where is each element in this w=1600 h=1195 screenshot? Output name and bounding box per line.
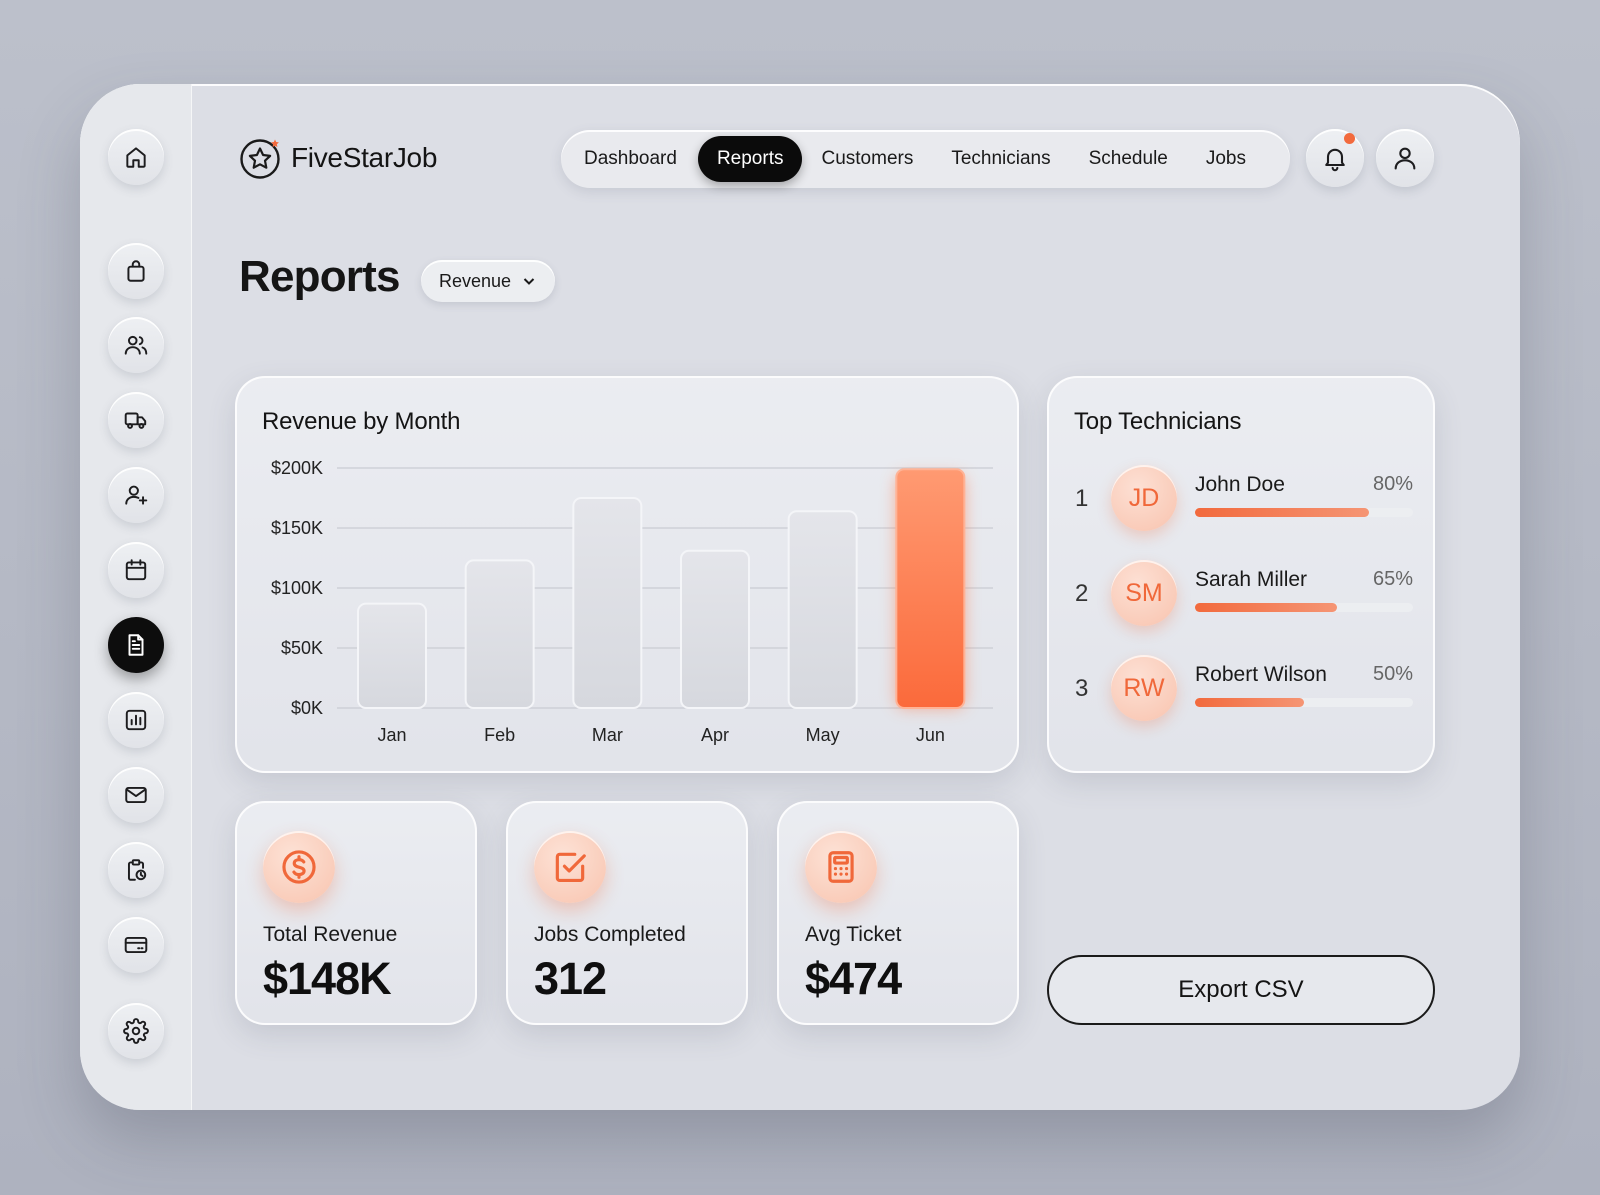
brand-name: FiveStarJob — [291, 142, 438, 173]
technician-percent: 50% — [1372, 663, 1413, 685]
stat-card-avg-ticket: Avg Ticket $474 — [777, 801, 1019, 1025]
x-tick-label: Mar — [592, 725, 623, 745]
revenue-bar-chart: $0K $50K $100K $150K $200K Jan Feb Mar Apr May Ju… — [271, 458, 993, 745]
dropdown-value: Revenue — [439, 270, 512, 291]
bar-apr[interactable] — [680, 549, 750, 709]
progress-track — [1195, 698, 1413, 707]
technicians-title: Top Technicians — [1074, 408, 1242, 435]
home-icon[interactable] — [108, 129, 164, 185]
technician-percent: 65% — [1372, 568, 1413, 590]
stat-label: Total Revenue — [263, 923, 398, 946]
avatar: RW — [1111, 655, 1177, 721]
chart-title: Revenue by Month — [262, 408, 461, 435]
export-csv-button[interactable]: Export CSV — [1047, 955, 1435, 1025]
technician-rank: 2 — [1075, 580, 1089, 607]
report-type-dropdown[interactable]: Revenue — [421, 260, 556, 302]
user-icon — [1394, 147, 1416, 170]
progress-track — [1195, 508, 1413, 517]
clipboard-clock-icon[interactable] — [108, 842, 164, 898]
stat-value: $474 — [805, 953, 902, 1004]
y-tick-label: $50K — [281, 638, 323, 658]
credit-card-icon[interactable] — [108, 917, 164, 973]
avatar: SM — [1111, 560, 1177, 626]
progress-track — [1195, 603, 1413, 612]
technician-row[interactable]: 1 JD John Doe 80% — [1073, 465, 1413, 535]
bell-icon — [1325, 148, 1345, 172]
technician-rank: 1 — [1075, 485, 1089, 512]
bar-mar[interactable] — [572, 497, 643, 709]
stat-card-total-revenue: Total Revenue $148K — [235, 801, 477, 1025]
technician-row[interactable]: 3 RW Robert Wilson 50% — [1073, 655, 1413, 725]
user-plus-icon[interactable] — [108, 467, 164, 523]
technician-rank: 3 — [1075, 675, 1089, 702]
page-title: Reports — [239, 252, 400, 301]
app-window: FiveStarJob Dashboard Reports Customers … — [80, 84, 1520, 1110]
bar-feb[interactable] — [464, 559, 535, 709]
x-tick-label: Jan — [377, 725, 406, 745]
y-tick-label: $100K — [271, 578, 323, 598]
document-icon[interactable] — [108, 617, 164, 673]
mail-icon[interactable] — [108, 767, 164, 823]
notifications-button[interactable] — [1306, 129, 1364, 187]
bar-jan[interactable] — [357, 602, 427, 710]
technician-row[interactable]: 2 SM Sarah Miller 65% — [1073, 560, 1413, 630]
progress-fill — [1195, 508, 1370, 517]
chevron-down-icon — [523, 278, 535, 285]
technician-name: Sarah Miller — [1195, 568, 1308, 591]
x-tick-label: Feb — [484, 725, 515, 745]
nav-customers[interactable]: Customers — [821, 148, 914, 169]
stat-label: Avg Ticket — [805, 923, 902, 946]
top-technicians-card: Top Technicians 1 JD John Doe 80% 2 SM S… — [1047, 376, 1435, 773]
y-tick-label: $0K — [291, 698, 323, 718]
y-tick-label: $200K — [271, 458, 323, 478]
technician-percent: 80% — [1372, 473, 1413, 495]
sidebar — [80, 84, 192, 1110]
technician-name: Robert Wilson — [1195, 663, 1327, 686]
avatar: JD — [1111, 465, 1177, 531]
progress-fill — [1195, 698, 1304, 707]
x-tick-label: May — [806, 725, 840, 745]
nav-jobs[interactable]: Jobs — [1205, 148, 1246, 169]
nav-schedule[interactable]: Schedule — [1088, 148, 1168, 169]
bar-may[interactable] — [787, 510, 858, 709]
nav-reports[interactable]: Reports — [697, 136, 803, 182]
bar-chart-icon[interactable] — [108, 692, 164, 748]
revenue-chart-card: Revenue by Month $0K $50K $100K $150K $200K … — [235, 376, 1019, 773]
top-nav: Dashboard Reports Customers Technicians … — [561, 130, 1290, 188]
stat-label: Jobs Completed — [534, 923, 686, 946]
dollar-icon — [263, 831, 335, 903]
progress-fill — [1195, 603, 1337, 612]
brand-logo[interactable]: FiveStarJob — [239, 136, 437, 180]
stat-value: $148K — [263, 953, 392, 1004]
truck-icon[interactable] — [108, 392, 164, 448]
calendar-icon[interactable] — [108, 542, 164, 598]
y-tick-label: $150K — [271, 518, 323, 538]
notification-dot — [1344, 133, 1355, 144]
stat-card-jobs-completed: Jobs Completed 312 — [506, 801, 748, 1025]
profile-button[interactable] — [1376, 129, 1434, 187]
nav-dashboard[interactable]: Dashboard — [584, 148, 677, 169]
users-icon[interactable] — [108, 317, 164, 373]
calculator-icon — [805, 831, 877, 903]
technician-name: John Doe — [1195, 473, 1285, 496]
check-square-icon — [534, 831, 606, 903]
x-tick-label: Apr — [701, 725, 729, 745]
bar-jun[interactable] — [895, 468, 966, 709]
bag-icon[interactable] — [108, 243, 164, 299]
gear-icon[interactable] — [108, 1003, 164, 1059]
stat-value: 312 — [534, 953, 607, 1004]
x-tick-label: Jun — [916, 725, 945, 745]
star-logo-icon — [240, 139, 280, 179]
nav-technicians[interactable]: Technicians — [951, 148, 1051, 169]
